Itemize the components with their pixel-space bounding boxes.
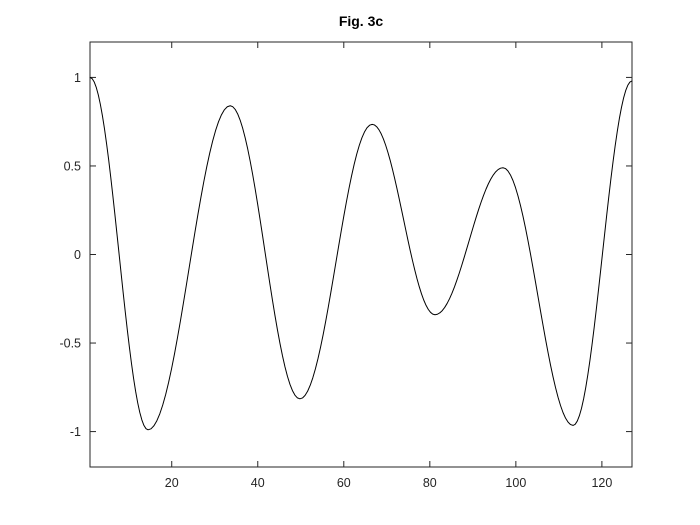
x-tick-label: 120 bbox=[591, 476, 612, 490]
signal-curve bbox=[89, 76, 633, 431]
y-tick-label: 0.5 bbox=[64, 159, 81, 173]
x-tick-label: 20 bbox=[165, 476, 179, 490]
y-tick-label: 1 bbox=[74, 71, 81, 85]
y-tick-label: -0.5 bbox=[59, 337, 81, 351]
y-tick-label: -1 bbox=[70, 425, 81, 439]
axes-box bbox=[89, 41, 633, 468]
chart-title: Fig. 3c bbox=[338, 13, 384, 29]
x-tick-label: 40 bbox=[251, 476, 265, 490]
x-tick-label: 60 bbox=[337, 476, 351, 490]
x-tick-label: 100 bbox=[505, 476, 526, 490]
y-tick-label: 0 bbox=[74, 248, 81, 262]
x-tick-label: 80 bbox=[423, 476, 437, 490]
